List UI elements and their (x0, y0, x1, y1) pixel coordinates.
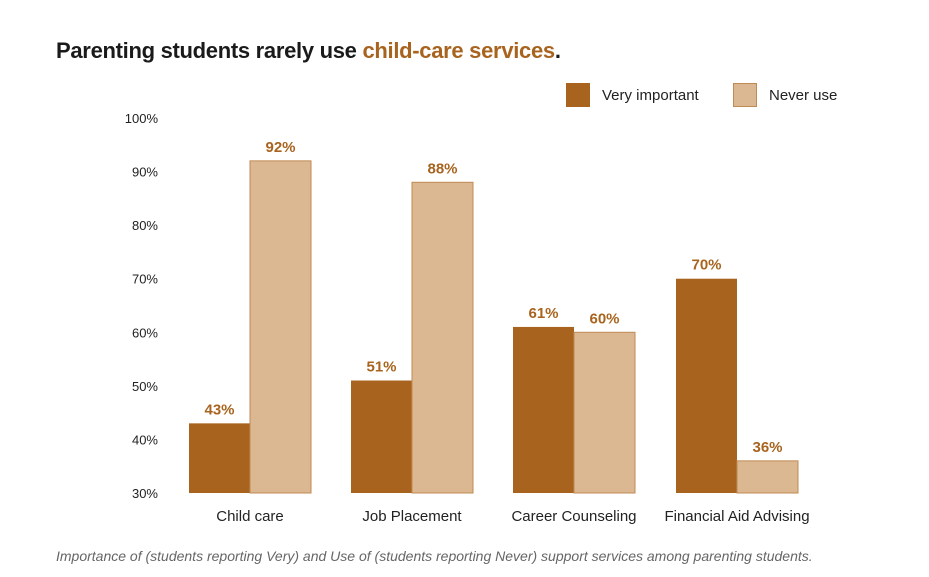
y-tick-label: 90% (132, 165, 158, 180)
chart-caption: Importance of (students reporting Very) … (56, 548, 813, 564)
chart-title: Parenting students rarely use child-care… (56, 38, 561, 64)
data-label: 60% (589, 310, 619, 327)
bar-very-important (676, 278, 737, 493)
bar-never-use (411, 181, 474, 494)
data-label: 92% (265, 139, 295, 156)
x-tick-label: Child care (216, 508, 284, 525)
x-tick-label: Career Counseling (511, 508, 636, 525)
data-label: 51% (366, 359, 396, 376)
y-tick-label: 60% (132, 325, 158, 340)
y-tick-label: 100% (125, 111, 159, 126)
bar-never-use (573, 331, 636, 494)
legend-never-use: Never use (733, 83, 837, 107)
legend-very-important: Very important (566, 83, 699, 107)
bar-very-important (189, 423, 250, 493)
data-label: 70% (691, 257, 721, 274)
bar-very-important (513, 326, 574, 493)
bar-never-use (736, 460, 799, 494)
legend-label-very-important: Very important (602, 86, 699, 104)
chart-title-text: Parenting students rarely use (56, 38, 363, 63)
bar-very-important (351, 380, 412, 493)
y-tick-label: 80% (132, 218, 158, 233)
data-label: 36% (752, 439, 782, 456)
y-tick-label: 50% (132, 379, 158, 394)
data-label: 61% (528, 305, 558, 322)
chart-title-highlight: child-care services (362, 38, 555, 63)
y-tick-label: 30% (132, 486, 158, 501)
bar-never-use (249, 160, 312, 494)
x-tick-label: Job Placement (362, 508, 462, 525)
chart-title-suffix: . (554, 38, 561, 63)
x-tick-label: Financial Aid Advising (664, 508, 809, 525)
y-tick-label: 40% (132, 432, 158, 447)
data-label: 43% (204, 401, 234, 418)
legend-label-never-use: Never use (769, 86, 838, 104)
data-label: 88% (427, 160, 457, 177)
legend-swatch-very-important (566, 83, 590, 107)
y-tick-label: 70% (132, 272, 158, 287)
legend-swatch-never-use (733, 83, 757, 107)
